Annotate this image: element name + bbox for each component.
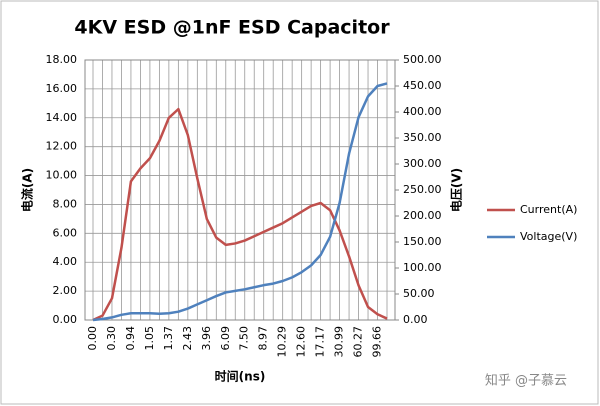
y-tick-label: 18.00 [46, 53, 78, 66]
x-tick-label: 10.29 [276, 326, 289, 358]
y2-tick-label: 0.00 [403, 313, 428, 326]
x-tick-label: 0.94 [124, 326, 137, 351]
y2-tick-label: 200.00 [403, 209, 442, 222]
y2-tick-label: 150.00 [403, 235, 442, 248]
legend-label: Current(A) [520, 203, 577, 216]
x-tick-label: 99.66 [371, 326, 384, 358]
y-tick-label: 6.00 [53, 226, 78, 239]
x-tick-label: 2.43 [181, 326, 194, 351]
chart-title: 4KV ESD @1nF ESD Capacitor [74, 17, 390, 39]
y-tick-label: 14.00 [46, 111, 78, 124]
y-axis-label: 电流(A) [20, 168, 35, 212]
x-tick-label: 30.99 [333, 326, 346, 358]
y2-tick-label: 450.00 [403, 79, 442, 92]
x-tick-label: 17.17 [314, 326, 327, 358]
y-tick-label: 2.00 [53, 284, 78, 297]
x-tick-label: 8.97 [257, 326, 270, 351]
y2-tick-label: 250.00 [403, 183, 442, 196]
series-line [92, 107, 388, 322]
x-axis-label: 时间(ns) [215, 369, 266, 384]
y2-tick-label: 500.00 [403, 53, 442, 66]
x-tick-label: 0.30 [105, 326, 118, 351]
x-tick-label: 12.60 [295, 326, 308, 358]
x-tick-label: 1.05 [143, 326, 156, 351]
y2-tick-label: 100.00 [403, 261, 442, 274]
y2-tick-label: 400.00 [403, 105, 442, 118]
y2-tick-label: 50.00 [403, 287, 435, 300]
series-line [92, 82, 388, 322]
y-tick-label: 12.00 [46, 140, 78, 153]
y-tick-label: 16.00 [46, 82, 78, 95]
watermark: 知乎 @子慕云 [485, 373, 567, 389]
x-tick-label: 0.00 [86, 326, 99, 351]
y-tick-label: 0.00 [53, 313, 78, 326]
legend-label: Voltage(V) [520, 230, 577, 243]
x-tick-label: 60.27 [352, 326, 365, 358]
x-tick-label: 1.37 [162, 326, 175, 351]
y2-axis-label: 电压(V) [449, 168, 464, 212]
y2-tick-label: 300.00 [403, 157, 442, 170]
plot-frame [84, 59, 396, 321]
x-tick-label: 3.96 [200, 326, 213, 351]
y2-tick-label: 350.00 [403, 131, 442, 144]
y-tick-label: 4.00 [53, 255, 78, 268]
y-tick-label: 10.00 [46, 169, 78, 182]
x-tick-label: 6.09 [219, 326, 232, 351]
x-tick-label: 7.50 [238, 326, 251, 351]
y-tick-label: 8.00 [53, 197, 78, 210]
